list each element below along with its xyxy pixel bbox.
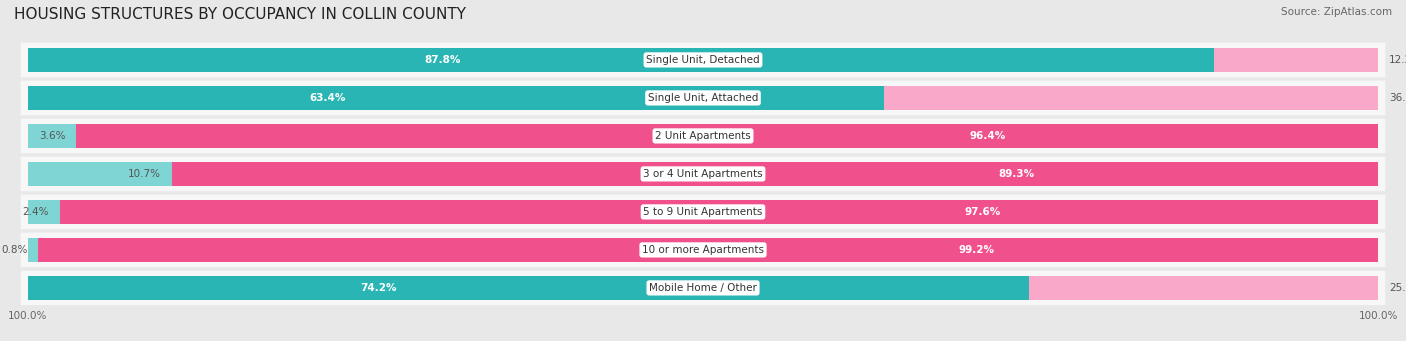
Text: Single Unit, Detached: Single Unit, Detached: [647, 55, 759, 65]
Bar: [1213, 48, 1378, 72]
Text: 3.6%: 3.6%: [39, 131, 66, 141]
Bar: [1029, 276, 1378, 300]
Bar: [38, 238, 1378, 262]
FancyBboxPatch shape: [21, 119, 1385, 153]
Text: 96.4%: 96.4%: [970, 131, 1005, 141]
FancyBboxPatch shape: [21, 80, 1385, 115]
Bar: [884, 86, 1378, 110]
Text: Source: ZipAtlas.com: Source: ZipAtlas.com: [1281, 7, 1392, 17]
Bar: [28, 276, 1031, 300]
Bar: [172, 162, 1378, 186]
Text: Single Unit, Attached: Single Unit, Attached: [648, 93, 758, 103]
Bar: [28, 238, 38, 262]
Text: 5 to 9 Unit Apartments: 5 to 9 Unit Apartments: [644, 207, 762, 217]
Bar: [76, 124, 1378, 148]
Bar: [28, 200, 60, 224]
Bar: [60, 200, 1378, 224]
Text: 87.8%: 87.8%: [425, 55, 461, 65]
Bar: [28, 48, 1213, 72]
Bar: [28, 124, 76, 148]
Bar: [28, 162, 172, 186]
Text: 97.6%: 97.6%: [965, 207, 1001, 217]
FancyBboxPatch shape: [21, 195, 1385, 229]
Text: 10.7%: 10.7%: [128, 169, 162, 179]
Text: Mobile Home / Other: Mobile Home / Other: [650, 283, 756, 293]
Text: 74.2%: 74.2%: [360, 283, 396, 293]
Text: 2 Unit Apartments: 2 Unit Apartments: [655, 131, 751, 141]
Text: 63.4%: 63.4%: [309, 93, 346, 103]
Text: 3 or 4 Unit Apartments: 3 or 4 Unit Apartments: [643, 169, 763, 179]
FancyBboxPatch shape: [21, 43, 1385, 77]
Text: 10 or more Apartments: 10 or more Apartments: [643, 245, 763, 255]
Bar: [28, 86, 884, 110]
Text: 36.6%: 36.6%: [1389, 93, 1406, 103]
FancyBboxPatch shape: [21, 271, 1385, 305]
Text: 99.2%: 99.2%: [959, 245, 994, 255]
Text: HOUSING STRUCTURES BY OCCUPANCY IN COLLIN COUNTY: HOUSING STRUCTURES BY OCCUPANCY IN COLLI…: [14, 7, 465, 22]
Text: 12.2%: 12.2%: [1389, 55, 1406, 65]
Text: 2.4%: 2.4%: [22, 207, 49, 217]
FancyBboxPatch shape: [21, 233, 1385, 267]
Text: 0.8%: 0.8%: [1, 245, 28, 255]
Text: 89.3%: 89.3%: [998, 169, 1035, 179]
FancyBboxPatch shape: [21, 157, 1385, 191]
Text: 25.9%: 25.9%: [1389, 283, 1406, 293]
